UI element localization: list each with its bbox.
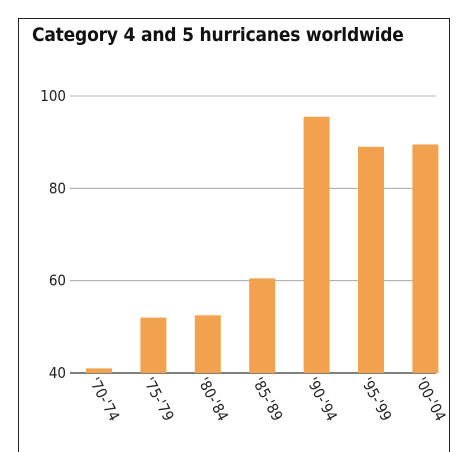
bars xyxy=(86,116,439,374)
bar xyxy=(194,315,221,373)
chart-frame xyxy=(18,18,450,452)
bar xyxy=(412,144,439,373)
x-tick-label: '00-'04 xyxy=(412,374,450,424)
y-tick-label: 100 xyxy=(40,87,66,105)
x-tick-label: '75-'79 xyxy=(140,374,178,424)
y-tick-label: 40 xyxy=(49,364,66,382)
y-tick-label: 60 xyxy=(49,272,66,290)
x-tick-label: '80-'84 xyxy=(194,374,232,424)
x-tick-label: '70-'74 xyxy=(85,374,123,424)
bar xyxy=(86,368,112,373)
bar xyxy=(249,278,276,373)
y-tick-label: 80 xyxy=(49,179,66,197)
bar xyxy=(140,317,167,373)
x-tick-label: '85-'89 xyxy=(249,374,287,424)
bar xyxy=(358,146,384,373)
bar xyxy=(303,116,330,374)
y-axis-ticks: 40 60 80 100 xyxy=(40,87,66,382)
x-axis-ticks: '70-'74 '75-'79 '80-'84 '85-'89 '90-'94 '95-'… xyxy=(85,374,449,424)
chart-title: Category 4 and 5 hurricanes worldwide xyxy=(32,24,404,46)
x-tick-label: '95-'99 xyxy=(357,374,395,424)
x-tick-label: '90-'94 xyxy=(303,374,341,424)
